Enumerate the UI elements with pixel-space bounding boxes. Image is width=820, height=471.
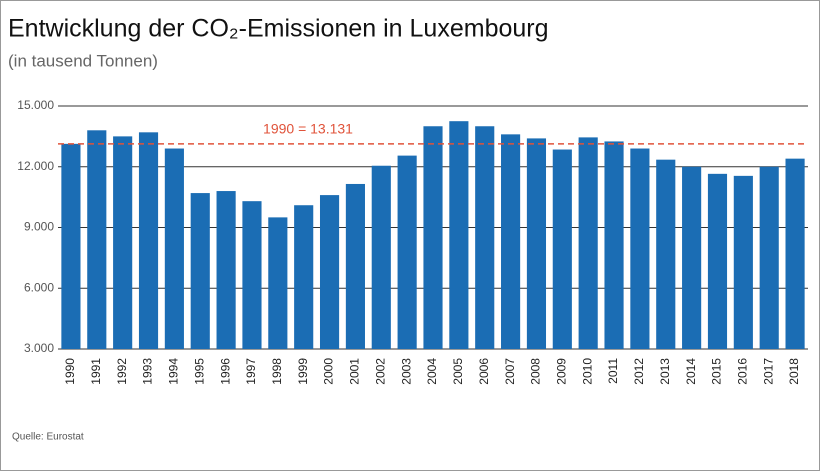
x-tick-label: 2003 bbox=[399, 358, 413, 385]
x-tick-label: 2011 bbox=[606, 358, 620, 384]
bar bbox=[190, 193, 210, 349]
bar bbox=[268, 217, 288, 349]
x-tick-label: 2009 bbox=[554, 358, 568, 385]
bar bbox=[733, 175, 753, 349]
x-tick-label: 1997 bbox=[244, 358, 258, 385]
y-tick-label: 9.000 bbox=[24, 220, 54, 234]
chart-title: Entwicklung der CO₂-Emissionen in Luxemb… bbox=[8, 15, 549, 43]
x-tick-label: 2008 bbox=[529, 358, 543, 385]
x-tick-label: 1996 bbox=[218, 358, 232, 385]
x-tick-label: 2002 bbox=[373, 358, 387, 385]
bar bbox=[242, 201, 262, 349]
bar bbox=[164, 148, 184, 349]
x-tick-label: 1992 bbox=[115, 358, 129, 385]
x-tick-label: 2010 bbox=[580, 358, 594, 385]
x-tick-label: 2015 bbox=[710, 358, 724, 385]
x-tick-label: 1993 bbox=[141, 358, 155, 385]
chart-subtitle: (in tausend Tonnen) bbox=[8, 51, 158, 70]
x-tick-label: 1990 bbox=[63, 358, 77, 385]
x-tick-label: 2004 bbox=[425, 358, 439, 385]
bar bbox=[475, 126, 495, 349]
x-tick-label: 2018 bbox=[787, 358, 801, 385]
bar bbox=[345, 183, 365, 349]
bar bbox=[61, 143, 81, 349]
x-tick-label: 2005 bbox=[451, 358, 465, 385]
bar bbox=[423, 126, 443, 349]
bar bbox=[449, 121, 469, 349]
y-tick-label: 12.000 bbox=[17, 159, 54, 173]
bar bbox=[294, 205, 314, 349]
x-tick-label: 2017 bbox=[761, 358, 775, 385]
reference-label: 1990 = 13.131 bbox=[263, 121, 353, 137]
bar bbox=[87, 130, 107, 349]
bar bbox=[682, 166, 702, 349]
x-tick-label: 2016 bbox=[736, 358, 750, 385]
bar bbox=[630, 148, 650, 349]
bar bbox=[604, 141, 624, 349]
y-tick-label: 3.000 bbox=[24, 341, 54, 355]
bar bbox=[216, 191, 236, 349]
x-tick-label: 2012 bbox=[632, 358, 646, 385]
x-tick-label: 2013 bbox=[658, 358, 672, 385]
source: Quelle: Eurostat bbox=[12, 432, 84, 443]
bar bbox=[578, 137, 598, 349]
x-tick-label: 1994 bbox=[167, 358, 181, 385]
x-tick-label: 2000 bbox=[322, 358, 336, 385]
y-tick-label: 6.000 bbox=[24, 280, 54, 294]
x-tick-label: 2001 bbox=[348, 358, 362, 385]
x-tick-label: 1998 bbox=[270, 358, 284, 385]
x-tick-label: 1991 bbox=[89, 358, 103, 385]
x-tick-label: 2007 bbox=[503, 358, 517, 385]
x-tick-label: 1995 bbox=[192, 358, 206, 385]
bar bbox=[707, 173, 728, 349]
bar bbox=[785, 158, 805, 349]
bar bbox=[552, 149, 572, 349]
x-tick-label: 2006 bbox=[477, 358, 491, 385]
bar bbox=[371, 165, 391, 349]
bar bbox=[759, 166, 779, 349]
bar bbox=[526, 138, 547, 349]
bar bbox=[656, 159, 676, 349]
y-tick-label: 15.000 bbox=[17, 98, 54, 112]
bar bbox=[138, 132, 159, 349]
x-tick-label: 1999 bbox=[296, 358, 310, 385]
bar bbox=[113, 136, 133, 349]
bar bbox=[397, 155, 417, 349]
x-tick-label: 2014 bbox=[684, 358, 698, 385]
bar bbox=[501, 134, 521, 349]
bar bbox=[319, 195, 340, 349]
